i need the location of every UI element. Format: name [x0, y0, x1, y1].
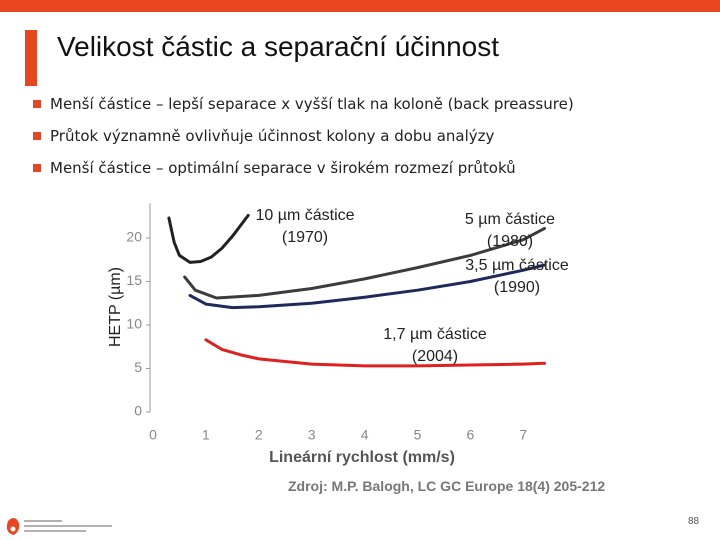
series-line [183, 226, 546, 300]
x-tick-label: 2 [255, 427, 263, 443]
top-bar [0, 0, 720, 12]
title-accent [25, 30, 37, 86]
y-tick-label: 0 [134, 403, 142, 419]
y-tick-label: 20 [126, 229, 142, 245]
bullet: Menší částice – optimální separace v šir… [33, 159, 516, 177]
bullet: Průtok významně ovlivňuje účinnost kolon… [32, 127, 495, 145]
series-label: 3,5 µm částice [465, 257, 569, 274]
x-tick-label: 5 [414, 427, 422, 443]
series-label: 1,7 µm částice [383, 326, 487, 343]
y-tick-label: 5 [134, 359, 142, 375]
page-number: 88 [688, 516, 700, 527]
y-tick-label: 15 [126, 272, 142, 288]
y-tick-label: 10 [126, 316, 142, 332]
slide-title: Velikost částic a separační účinnost [57, 31, 500, 62]
y-axis-label: HETP (µm) [107, 267, 124, 347]
series-annotation: (2004) [412, 348, 458, 365]
series-label: 5 µm částice [465, 211, 555, 228]
x-tick-label: 7 [519, 427, 527, 443]
x-tick-label: 3 [308, 427, 316, 443]
series-line [188, 263, 546, 310]
series-annotation: (1980) [487, 233, 533, 250]
x-tick-label: 6 [467, 427, 475, 443]
series-line [167, 213, 250, 264]
series-annotation: (1970) [282, 229, 328, 246]
x-tick-label: 0 [149, 427, 157, 443]
series-annotation: (1990) [494, 279, 540, 296]
series-line [204, 338, 546, 368]
logo [6, 518, 112, 535]
bullet: Menší částice – lepší separace x vyšší t… [33, 95, 574, 113]
series-label: 10 µm částice [255, 207, 354, 224]
x-axis-label: Lineární rychlost (mm/s) [269, 449, 455, 466]
x-tick-label: 1 [202, 427, 210, 443]
x-tick-label: 4 [361, 427, 369, 443]
source: Zdroj: M.P. Balogh, LC GC Europe 18(4) 2… [288, 478, 606, 494]
